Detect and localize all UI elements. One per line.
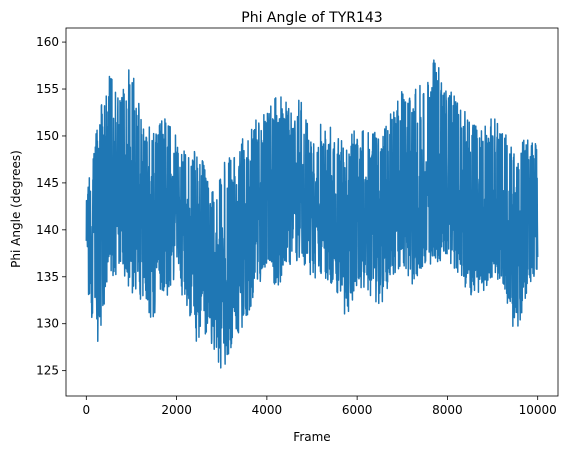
x-tick-label: 0: [82, 403, 90, 417]
series-line-0: [85, 59, 539, 369]
y-tick-label: 135: [36, 270, 59, 284]
plot-frame: [65, 27, 559, 397]
chart-title: Phi Angle of TYR143: [241, 10, 382, 26]
y-tick-label: 145: [36, 176, 59, 190]
x-tick-label: 6000: [342, 403, 373, 417]
y-axis: 125 130 135 140 145 150 155 160: [36, 35, 66, 378]
y-tick-label: 150: [36, 129, 59, 143]
x-tick-label: 2000: [161, 403, 192, 417]
y-tick-label: 155: [36, 82, 59, 96]
x-axis-label: Frame: [293, 430, 330, 444]
y-tick-label: 130: [36, 317, 59, 331]
x-tick-label: 10000: [519, 403, 557, 417]
y-axis-label: Phi Angle (degrees): [9, 150, 23, 268]
y-tick-label: 140: [36, 223, 59, 237]
x-tick-label: 4000: [252, 403, 283, 417]
y-tick-label: 160: [36, 35, 59, 49]
plot-area: [85, 59, 539, 369]
x-tick-label: 8000: [432, 403, 463, 417]
x-axis: 0 2000 4000 6000 8000 10000: [82, 396, 557, 417]
y-tick-label: 125: [36, 364, 59, 378]
